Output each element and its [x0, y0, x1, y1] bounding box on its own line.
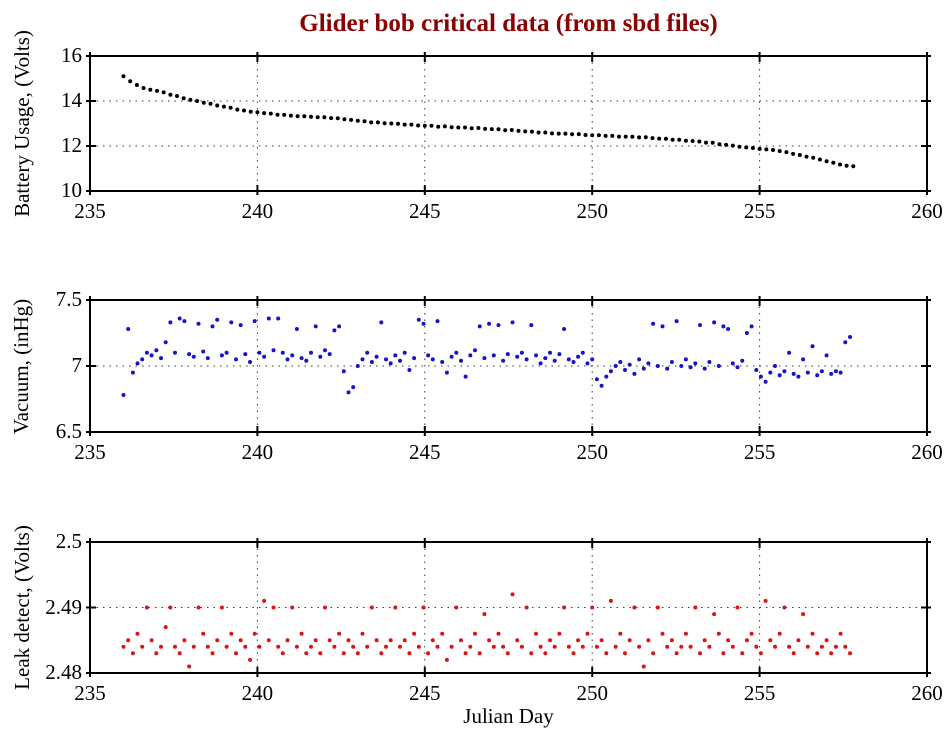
x-tick-label: 250	[576, 681, 608, 705]
x-tick-label: 235	[74, 681, 106, 705]
leak-scatter-plot	[86, 538, 931, 677]
y-tick-label: 16	[61, 43, 82, 67]
y-tick-label: 10	[61, 178, 82, 202]
x-tick-label: 245	[409, 681, 441, 705]
y-tick-label: 7.5	[55, 287, 82, 311]
x-axis-label: Julian Day	[463, 704, 554, 728]
x-tick-label: 240	[241, 440, 274, 464]
y-tick-label: 2.48	[45, 660, 82, 684]
x-tick-label: 260	[911, 440, 943, 464]
x-tick-label: 250	[576, 199, 608, 223]
y-tick-label: 14	[61, 88, 82, 112]
x-tick-label: 255	[743, 199, 776, 223]
y-tick-label: 12	[61, 133, 82, 157]
y-tick-label: 2.5	[55, 529, 82, 553]
x-tick-label: 235	[74, 199, 106, 223]
x-tick-label: 250	[576, 440, 608, 464]
x-tick-label: 260	[911, 199, 943, 223]
y-tick-label: 7	[71, 353, 83, 377]
x-tick-label: 235	[74, 440, 106, 464]
y-tick-label: 6.5	[55, 419, 82, 443]
vacuum-scatter-plot	[86, 296, 931, 436]
x-tick-label: 255	[743, 440, 776, 464]
x-tick-label: 240	[241, 199, 274, 223]
x-tick-label: 245	[409, 440, 441, 464]
chart-title: Glider bob critical data (from sbd files…	[299, 10, 718, 37]
y-axis-label-battery: Battery Usage, (Volts)	[2, 30, 42, 217]
x-tick-label: 240	[241, 681, 274, 705]
x-tick-label: 260	[911, 681, 943, 705]
battery-scatter-plot	[86, 52, 931, 195]
y-tick-label: 2.49	[45, 594, 82, 619]
x-tick-label: 255	[743, 681, 776, 705]
x-tick-label: 245	[409, 199, 441, 223]
